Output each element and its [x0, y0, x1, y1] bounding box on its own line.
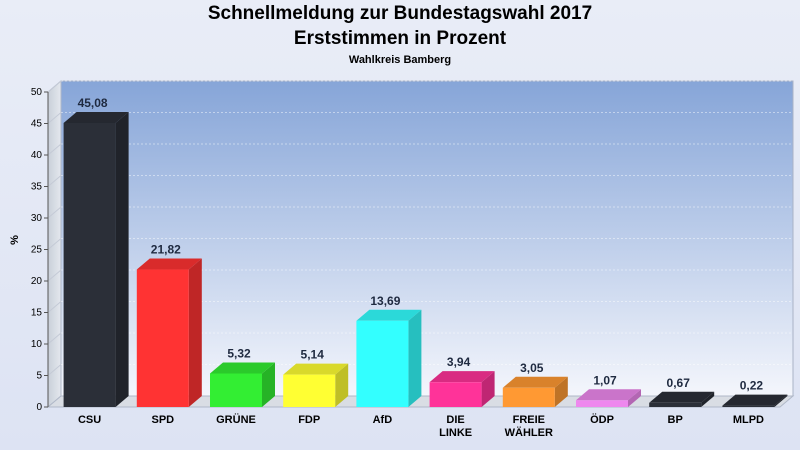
bar	[136, 258, 202, 407]
bar-front	[502, 387, 555, 407]
y-tick-label: 15	[31, 308, 43, 319]
category-label: MLPD	[733, 414, 764, 426]
bar-side	[481, 371, 495, 407]
category-label: LINKE	[439, 427, 472, 439]
bar-top	[210, 362, 275, 374]
bar-side	[628, 389, 641, 407]
bar-side	[188, 258, 202, 407]
bar-front	[210, 373, 262, 407]
gridline-side	[47, 143, 62, 156]
y-tick-label: 35	[31, 182, 43, 193]
bar-side	[554, 376, 568, 407]
bar-front	[63, 122, 116, 407]
bar-top	[576, 389, 641, 401]
bar-top	[356, 309, 422, 321]
category-label: SPD	[151, 414, 174, 426]
y-tick-label: 10	[31, 339, 43, 350]
bar	[356, 309, 422, 407]
gridline-side	[47, 80, 62, 93]
y-tick-label: 25	[31, 245, 43, 256]
bar-side	[115, 111, 129, 407]
bar-side	[774, 394, 788, 407]
gridline-side	[47, 238, 62, 250]
bar-side	[262, 362, 275, 407]
chart-title: Schnellmeldung zur Bundestagswahl 2017	[207, 3, 593, 24]
data-label: 0,22	[740, 379, 764, 393]
data-label: 0,67	[667, 376, 691, 390]
chart-subtitle: Erststimmen in Prozent	[293, 28, 507, 49]
y-tick-label: 40	[31, 150, 43, 161]
bar	[283, 363, 349, 407]
data-label: 1,07	[593, 373, 617, 387]
category-label: DIE	[446, 414, 464, 426]
data-labels: 45,08 21,82 5,32 5,14 13,69 3,94 3,05 1,07 0,67 0…	[78, 96, 764, 393]
category-label: ÖDP	[590, 413, 614, 426]
bar	[649, 391, 715, 407]
y-axis: 0 5 10 15 20 25 30 35 40 45 50	[31, 87, 49, 413]
y-tick-label: 5	[36, 371, 42, 382]
bar-front	[429, 382, 482, 407]
gridline-side	[47, 269, 62, 282]
y-tick-label: 45	[31, 119, 43, 130]
chart-subsubtitle: Wahlkreis Bamberg	[348, 54, 452, 66]
bar-top	[283, 363, 349, 375]
bar-front	[136, 269, 189, 407]
y-tick-label: 20	[31, 276, 43, 287]
data-label: 13,69	[370, 294, 400, 308]
gridline-side	[47, 332, 62, 345]
y-tick-label: 0	[36, 402, 42, 413]
bar	[502, 376, 568, 407]
bar	[429, 371, 495, 407]
gridline-side	[47, 175, 62, 187]
gridline-side	[47, 301, 62, 313]
bar-front	[283, 374, 336, 407]
bars	[63, 111, 788, 407]
category-label: WÄHLER	[505, 426, 553, 439]
gridline-side	[47, 206, 62, 219]
bar-front	[356, 320, 409, 407]
data-label: 21,82	[151, 243, 181, 257]
y-axis-label: %	[9, 235, 21, 245]
category-label: CSU	[78, 414, 101, 426]
y-tick-label: 50	[31, 87, 43, 98]
bar-top	[63, 111, 129, 123]
data-label: 45,08	[78, 96, 108, 110]
gridline-side	[47, 364, 62, 376]
category-label: FDP	[298, 414, 320, 426]
data-label: 3,94	[447, 355, 471, 369]
bar	[576, 389, 641, 407]
bar-top	[136, 258, 202, 270]
y-tick-label: 30	[31, 213, 43, 224]
data-label: 5,14	[301, 348, 325, 362]
bar-top	[649, 391, 715, 403]
bar-front	[722, 405, 775, 407]
bar-side	[701, 391, 715, 407]
bar	[63, 111, 129, 407]
bar-front	[576, 400, 628, 407]
data-label: 3,05	[520, 361, 544, 375]
bar-side	[335, 363, 349, 407]
category-label: AfD	[373, 414, 393, 426]
category-label: GRÜNE	[216, 413, 256, 426]
data-label: 5,32	[227, 346, 251, 360]
bar	[722, 394, 788, 407]
bar-side	[408, 309, 422, 407]
bar-top	[502, 376, 568, 388]
bar-front	[649, 402, 702, 407]
bar-top	[722, 394, 788, 406]
category-label: FREIE	[513, 414, 545, 426]
gridline-side	[47, 112, 62, 124]
bar	[210, 362, 275, 407]
bar-top	[429, 371, 495, 383]
category-label: BP	[668, 414, 683, 426]
